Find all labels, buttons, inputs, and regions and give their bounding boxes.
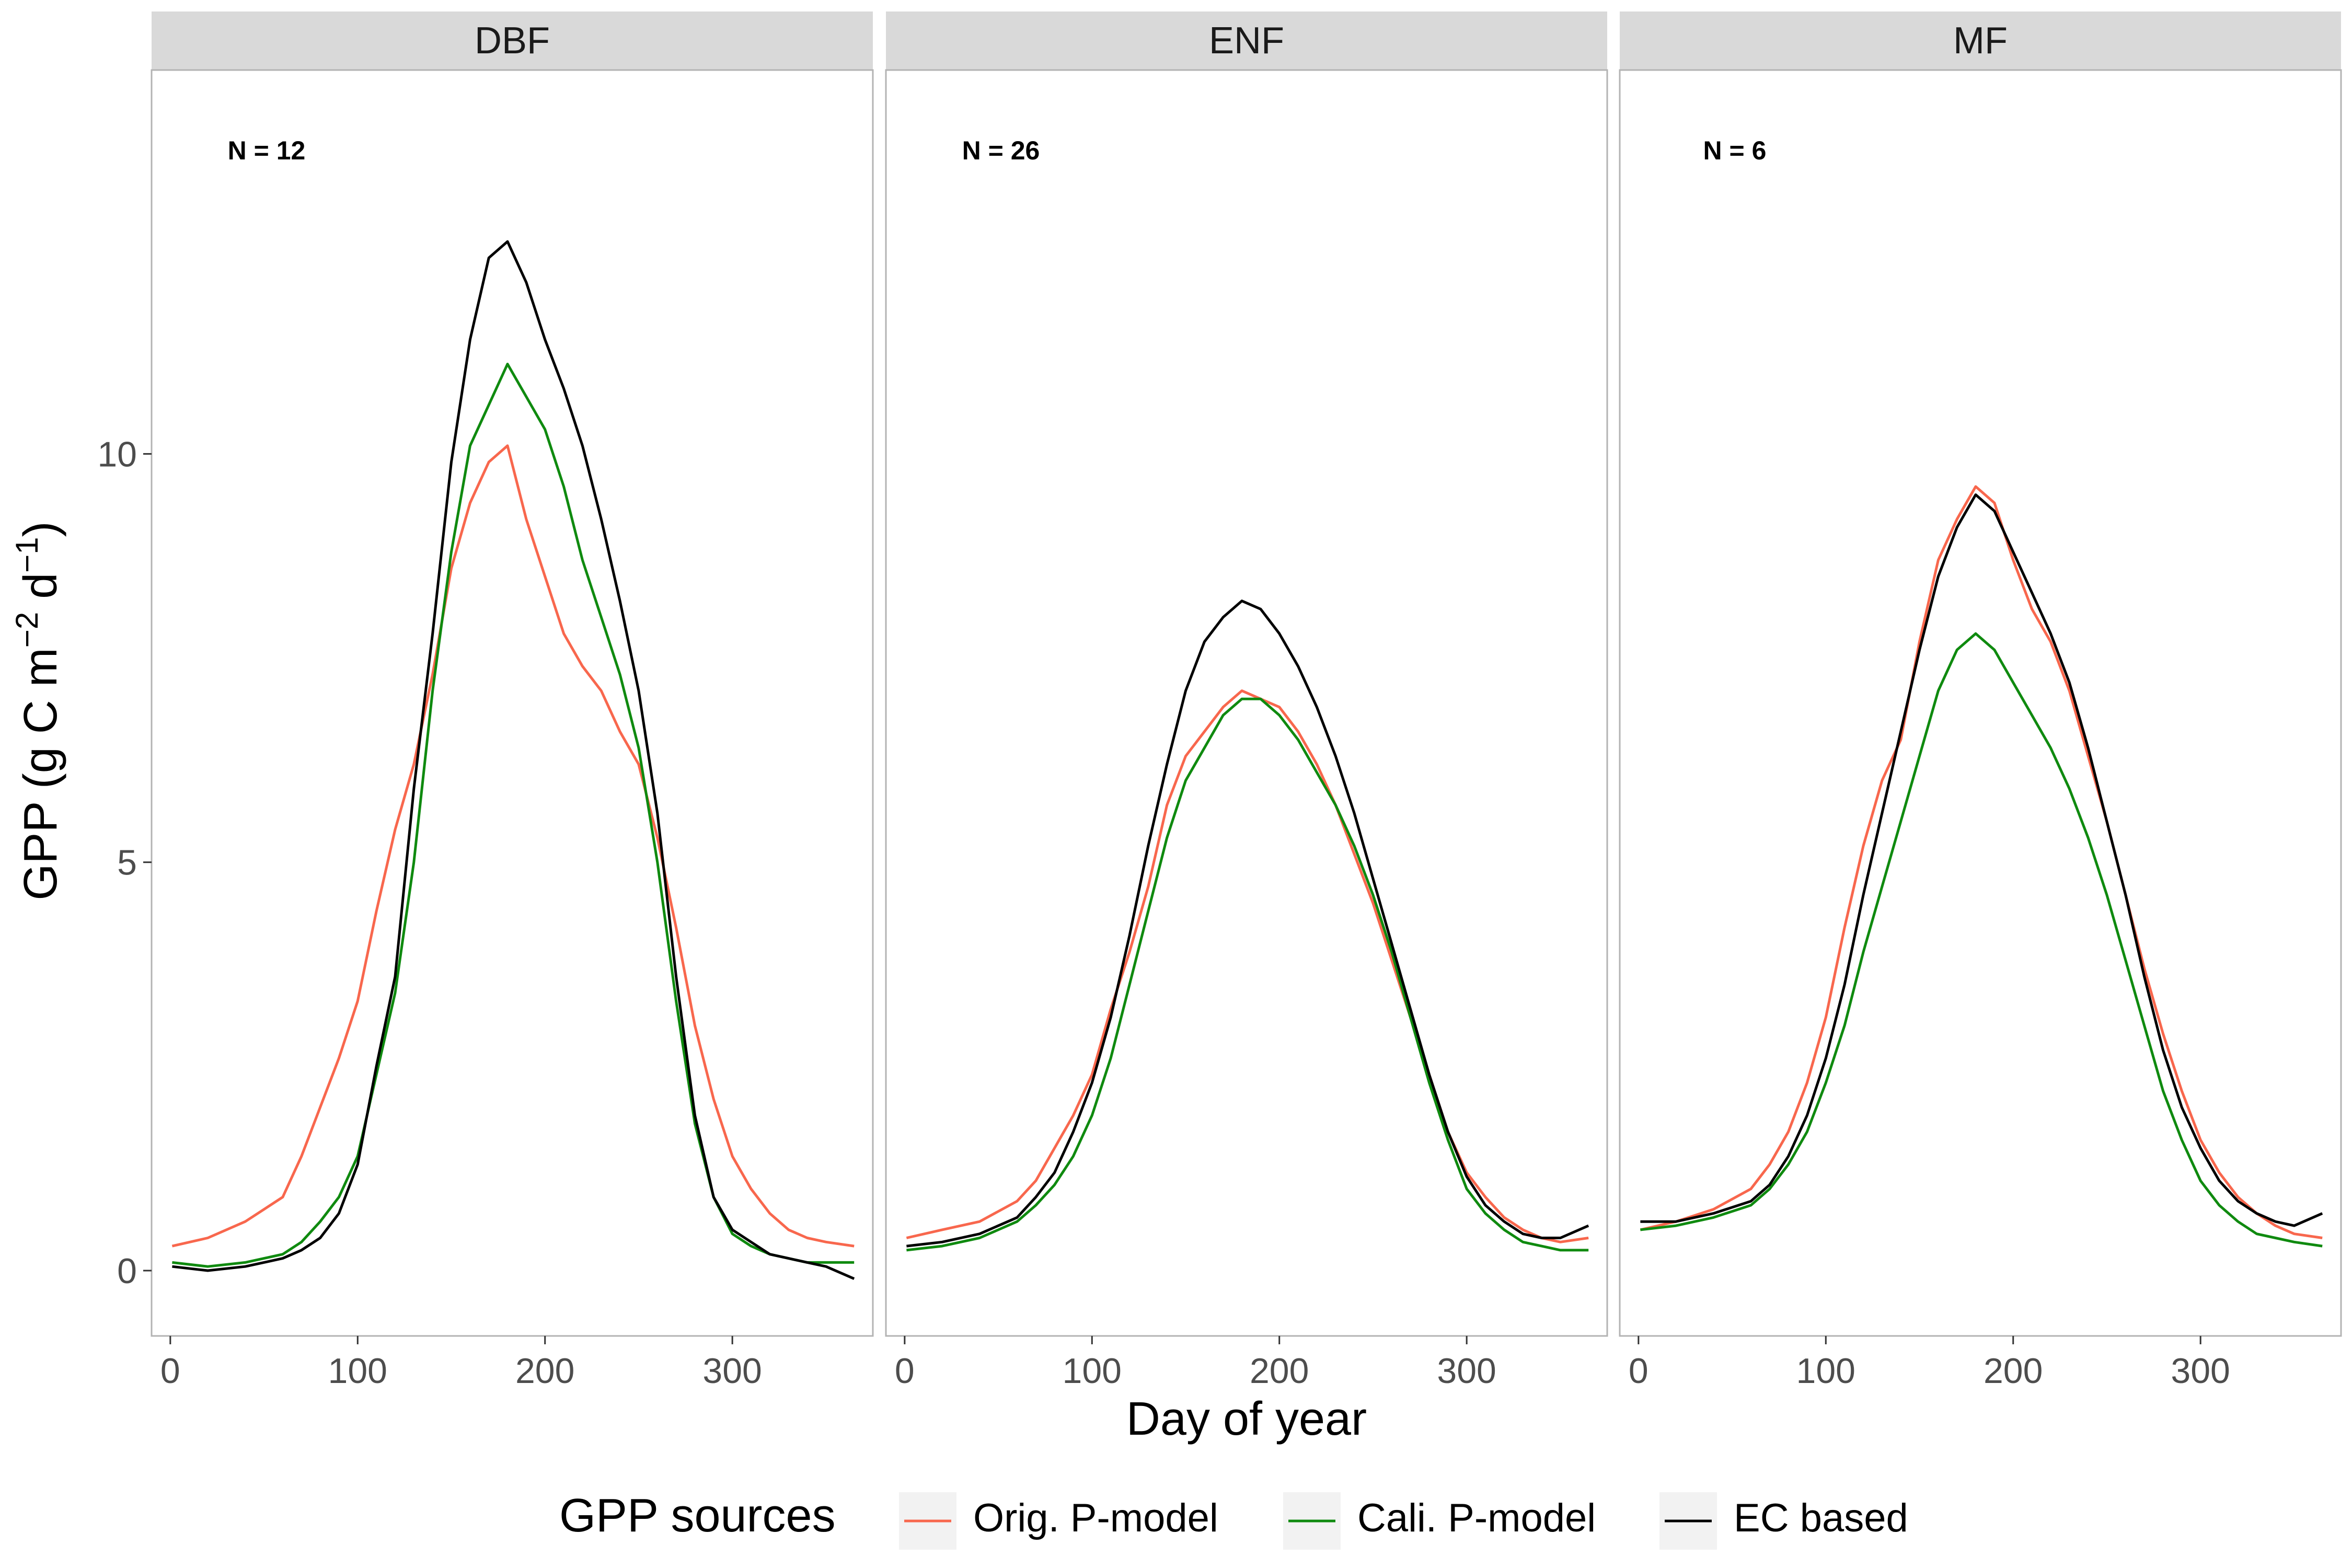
legend-item: EC based [1659,1492,1908,1550]
panels: DBF N = 12 ENF N = 26 MF N = 6 [151,11,2342,1337]
y-axis-title: GPP (g C m−2 d−1) [9,521,67,900]
series-line-ec [1640,493,2323,1227]
facet-strip-label: MF [1953,20,2008,62]
facet-strip [1620,11,2341,70]
legend-label: Cali. P-model [1357,1496,1596,1540]
x-tick-label: 0 [895,1351,915,1391]
x-tick-label: 300 [1437,1351,1496,1391]
x-tick-label: 100 [1063,1351,1122,1391]
y-axis-exponent-1: −2 [9,612,44,648]
x-axis-title: Day of year [1126,1393,1367,1445]
facet-strip-label: ENF [1209,20,1284,62]
x-tick-label: 300 [702,1351,762,1391]
legend-title: GPP sources [559,1490,836,1542]
y-axis-close: ) [15,521,67,537]
x-tick-label: 0 [160,1351,180,1391]
panel-border [885,69,1608,1337]
panel-border [1619,69,2342,1337]
legend-item: Orig. P-model [899,1492,1218,1550]
legend-item: Cali. P-model [1283,1492,1596,1550]
series-line-orig [906,689,1589,1243]
series-line-ec [906,599,1589,1248]
facet-strip-label: DBF [475,20,550,62]
x-tick-label: 200 [1250,1351,1309,1391]
series-line-cali [906,697,1589,1252]
facet-strip [152,11,873,70]
y-tick-label: 5 [117,843,137,883]
x-tick-label: 0 [1629,1351,1648,1391]
series-line-cali [1640,632,2323,1248]
panel-dbf: DBF N = 12 [151,11,874,1337]
series-line-orig [171,444,855,1248]
x-tick-label: 100 [1796,1351,1855,1391]
sample-size-annotation: N = 12 [228,136,306,165]
x-tick-label: 300 [2171,1351,2230,1391]
legend-label: Orig. P-model [973,1496,1218,1540]
legend-label: EC based [1734,1496,1908,1540]
x-tick-label: 200 [1984,1351,2043,1391]
facet-strip [886,11,1607,70]
x-tick-label: 100 [328,1351,387,1391]
legend: GPP sources Orig. P-model Cali. P-model EC… [559,1490,1908,1550]
sample-size-annotation: N = 6 [1703,136,1767,165]
y-axis-exponent-2: −1 [9,537,44,572]
series-line-ec [172,240,855,1280]
axes: 0 100 200 300 0 100 200 300 0 100 200 300 0 5 10 [97,434,2230,1391]
y-tick-label: 0 [117,1251,137,1291]
y-axis-unit-day: d [15,573,67,612]
y-tick-label: 10 [97,434,137,474]
sample-size-annotation: N = 26 [962,136,1040,165]
x-tick-label: 200 [515,1351,574,1391]
panel-mf: MF N = 6 [1619,11,2342,1337]
panel-border [151,69,874,1337]
panel-enf: ENF N = 26 [885,11,1608,1337]
series-line-cali [172,363,855,1268]
